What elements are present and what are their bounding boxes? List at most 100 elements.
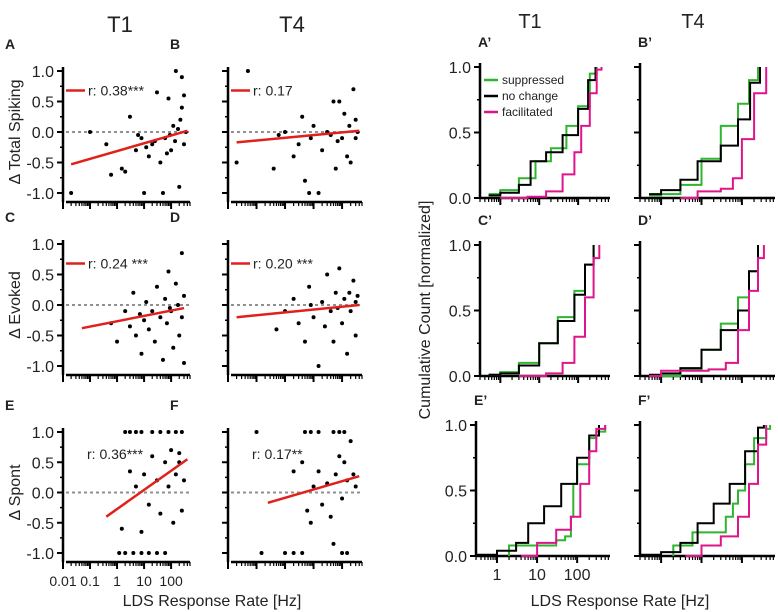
data-point — [351, 278, 356, 283]
data-point — [308, 136, 313, 141]
data-point — [307, 284, 312, 289]
y-tick-label: 0.5 — [449, 304, 471, 321]
x-tick-label: 10 — [528, 567, 546, 584]
panel-c-prime: C’ 1.0 0.5 0.0 — [449, 212, 610, 386]
panel-label: D — [170, 209, 180, 225]
panel-label: B — [170, 36, 180, 52]
y-axis-label: Δ Total Spiking — [7, 80, 24, 185]
data-point — [308, 520, 313, 525]
y-axis-label: Δ Evoked — [7, 271, 24, 339]
data-point — [127, 114, 132, 119]
y-tick-label: 0.0 — [32, 298, 54, 315]
data-point — [320, 502, 325, 507]
data-point — [142, 191, 147, 195]
data-point — [353, 299, 358, 304]
data-point — [136, 133, 141, 138]
left-x-axis-label: LDS Response Rate [Hz] — [123, 593, 302, 610]
legend-label: no change — [502, 89, 558, 103]
data-point — [69, 191, 74, 195]
data-point — [133, 333, 138, 338]
data-point — [150, 309, 155, 314]
data-point — [291, 154, 296, 159]
panel-d-prime: D’ — [634, 212, 775, 383]
correlation-annotation: r: 0.36*** — [87, 446, 144, 462]
data-point — [139, 351, 144, 356]
panel-label: F — [170, 397, 179, 413]
data-point — [142, 472, 147, 477]
data-point — [179, 508, 184, 513]
data-point — [163, 296, 168, 301]
data-point — [171, 345, 176, 350]
data-point — [88, 130, 93, 134]
y-tick-label: -0.5 — [26, 329, 54, 346]
data-point — [139, 430, 144, 434]
data-point — [325, 272, 330, 277]
cdf-line-facilitated — [518, 245, 601, 377]
panel-e-prime: E’ 1.0 0.5 0.0 1 10 100 — [445, 392, 610, 584]
panel-label: A — [5, 36, 15, 52]
data-point — [127, 324, 132, 329]
legend-label: facilitated — [502, 105, 553, 119]
regression-line — [81, 306, 185, 330]
data-point — [123, 169, 128, 174]
data-point — [178, 117, 183, 122]
data-point — [182, 360, 187, 365]
data-point — [353, 117, 358, 122]
y-tick-label: 1.0 — [445, 418, 467, 435]
data-point — [348, 309, 353, 314]
correlation-annotation: r: 0.17** — [252, 446, 303, 462]
data-point — [355, 293, 360, 298]
data-point — [144, 145, 149, 150]
cdf-line-no-change — [488, 245, 595, 376]
data-point — [308, 303, 313, 307]
panel-label: F’ — [638, 392, 650, 408]
regression-line — [105, 458, 189, 518]
data-point — [158, 315, 163, 320]
panel-f: Fr: 0.17** — [170, 397, 363, 569]
data-point — [166, 430, 171, 434]
x-tick-label: 100 — [564, 567, 591, 584]
data-point — [158, 430, 163, 434]
data-point — [158, 160, 163, 165]
data-point — [302, 178, 307, 183]
data-point — [331, 339, 336, 344]
data-point — [166, 96, 171, 101]
data-point — [139, 529, 144, 534]
data-point — [296, 142, 301, 147]
data-point — [322, 324, 327, 329]
cdf-line-facilitated — [500, 67, 603, 199]
panel-label: E — [5, 397, 14, 413]
data-point — [173, 430, 178, 434]
y-tick-label: 0.5 — [32, 268, 54, 285]
data-point — [169, 148, 174, 153]
data-point — [173, 139, 178, 144]
data-point — [340, 321, 345, 326]
data-point — [164, 321, 169, 326]
data-point — [328, 309, 333, 314]
data-point — [353, 484, 358, 489]
cdf-line-facilitated — [521, 425, 607, 557]
cdf-line-facilitated — [685, 425, 768, 557]
data-point — [150, 142, 155, 147]
data-point — [291, 551, 296, 555]
data-point — [179, 430, 184, 434]
column-title-right-t4: T4 — [681, 11, 704, 33]
right-x-axis-label: LDS Response Rate [Hz] — [531, 593, 710, 610]
panel-c: C 1.0 0.5 0.0 -0.5 -1.0 Δ Evoked r: 0.24 *** — [5, 209, 191, 382]
data-point — [345, 551, 350, 555]
y-tick-label: 0.5 — [32, 95, 54, 112]
cdf-line-suppressed — [488, 245, 595, 376]
data-point — [127, 469, 132, 474]
y-tick-label: -1.0 — [26, 546, 54, 563]
x-tick-label: 10 — [136, 573, 152, 589]
data-point — [176, 303, 181, 307]
data-point — [139, 136, 144, 141]
data-point — [179, 315, 184, 320]
x-tick-label: 1 — [493, 567, 502, 584]
y-tick-label: 1.0 — [32, 64, 54, 81]
data-point — [345, 154, 350, 159]
data-point — [182, 142, 187, 147]
data-point — [166, 269, 171, 274]
panel-e: E 1.0 0.5 0.0 -0.5 -1.0 0.01 0.1 1 10 100 Δ Spont r:… — [5, 397, 191, 589]
regression-line — [236, 303, 360, 319]
